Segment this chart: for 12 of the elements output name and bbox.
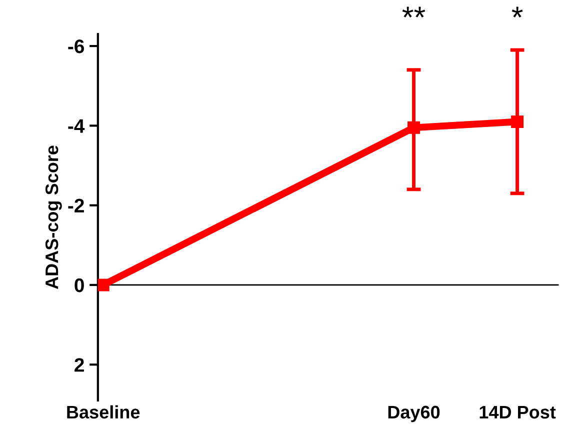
y-tick-label: -6 — [68, 39, 84, 54]
text: ** — [402, 6, 426, 18]
y-tick-label: 2 — [74, 358, 84, 372]
y-tick-label: -4 — [68, 119, 85, 133]
y-tick-label: 0 — [74, 278, 84, 292]
x-tick-label: Day60 — [388, 406, 440, 422]
y-tick-label: -2 — [68, 198, 84, 212]
x-tick-label: 14D Post — [480, 406, 556, 419]
text: * — [512, 6, 523, 18]
point — [98, 278, 110, 292]
x-tick-label: Baseline — [67, 405, 140, 419]
y-axis-title: ADAS-cog Score — [45, 146, 62, 290]
